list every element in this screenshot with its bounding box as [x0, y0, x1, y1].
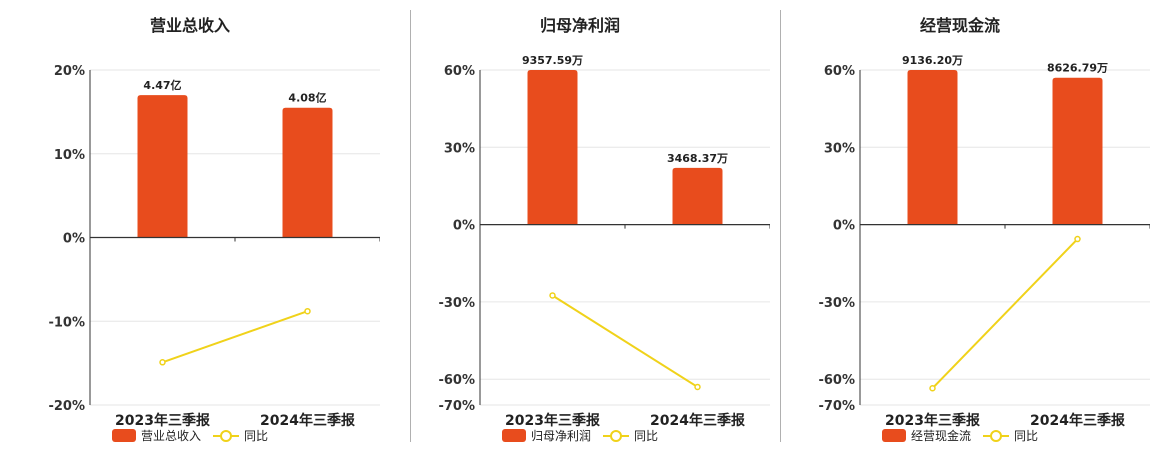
y-tick-label: -70%: [438, 399, 475, 414]
legend-item-bar[interactable]: 归母净利润: [501, 427, 591, 444]
yoy-point: [1074, 235, 1081, 243]
chart-legend: 归母净利润 同比: [390, 427, 770, 444]
legend-line-swatch: [983, 429, 1009, 442]
x-category-label: 2024年三季报: [650, 412, 745, 429]
chart-legend: 营业总收入 同比: [0, 427, 380, 444]
bar: [907, 70, 958, 225]
legend-item-bar[interactable]: 营业总收入: [111, 427, 201, 444]
y-tick-label: -30%: [438, 296, 475, 311]
y-tick-label: 0%: [453, 219, 475, 234]
x-category-label: 2024年三季报: [1030, 412, 1125, 429]
legend-item-line[interactable]: 同比: [983, 427, 1038, 444]
legend-item-line[interactable]: 同比: [603, 427, 658, 444]
legend-bar-label: 归母净利润: [530, 429, 591, 443]
yoy-line: [162, 310, 308, 364]
panel-divider: [410, 10, 411, 442]
legend-line-swatch: [213, 429, 239, 442]
legend-bar-swatch: [501, 429, 526, 442]
yoy-point: [549, 292, 556, 299]
legend-line-label: 同比: [1014, 429, 1039, 443]
bar: [527, 70, 578, 225]
y-tick-label: 20%: [54, 64, 85, 79]
chart-panel-revenue: 营业总收入 20% 10% 0% -10% -20% 4.47亿 4.08亿 2023年三季报…: [0, 0, 380, 450]
legend-item-line[interactable]: 同比: [213, 427, 268, 444]
legend-line-swatch: [603, 429, 629, 442]
y-tick-label: -60%: [818, 373, 855, 388]
bar: [137, 95, 188, 238]
y-tick-label: 60%: [824, 64, 855, 79]
bar-value-label: 8626.79万: [1047, 62, 1108, 75]
chart-canvas: 60% 30% 0% -30% -60% -70% 9357.59万 3468.37万 2023…: [438, 54, 770, 429]
chart-title: 归母净利润: [539, 16, 620, 35]
yoy-point: [159, 359, 166, 366]
bar-value-label: 9136.20万: [902, 54, 963, 67]
legend-line-label: 同比: [634, 429, 659, 443]
chart-canvas: 60% 30% 0% -30% -60% -70% 9136.20万 8626.79万 2023…: [818, 54, 1150, 429]
bar-value-label: 4.47亿: [143, 78, 181, 92]
legend-line-label: 同比: [244, 429, 269, 443]
yoy-line: [931, 238, 1079, 389]
x-category-label: 2023年三季报: [505, 412, 600, 429]
legend-item-bar[interactable]: 经营现金流: [881, 427, 971, 444]
legend-bar-label: 营业总收入: [140, 429, 201, 443]
chart-legend: 经营现金流 同比: [770, 427, 1150, 444]
x-category-label: 2024年三季报: [260, 412, 355, 429]
y-tick-label: 0%: [833, 219, 855, 234]
y-tick-label: 60%: [444, 64, 475, 79]
y-tick-label: -10%: [48, 315, 85, 330]
bar-value-label: 4.08亿: [288, 91, 326, 105]
bar-value-label: 9357.59万: [522, 54, 583, 67]
y-tick-label: -20%: [48, 399, 85, 414]
yoy-point: [304, 307, 311, 315]
legend-bar-swatch: [111, 429, 136, 442]
bar: [282, 107, 333, 238]
y-tick-label: 30%: [824, 141, 855, 156]
y-tick-label: -70%: [818, 399, 855, 414]
yoy-point: [694, 383, 701, 391]
chart-panel-net-profit: 归母净利润 60% 30% 0% -30% -60% -70% 9357.59万 3468.3…: [390, 0, 770, 450]
yoy-line: [551, 294, 699, 388]
chart-title: 经营现金流: [919, 16, 1000, 35]
bar: [1052, 77, 1103, 225]
chart-panel-operating-cash-flow: 经营现金流 60% 30% 0% -30% -60% -70% 9136.20万 8626.7…: [770, 0, 1150, 450]
legend-bar-swatch: [881, 429, 906, 442]
bar: [672, 167, 723, 225]
chart-title: 营业总收入: [149, 16, 230, 35]
y-tick-label: -60%: [438, 373, 475, 388]
y-tick-label: 0%: [63, 232, 85, 247]
chart-canvas: 20% 10% 0% -10% -20% 4.47亿 4.08亿 2023年三季报 2024年三…: [48, 64, 380, 429]
panel-divider: [780, 10, 781, 442]
y-tick-label: 30%: [444, 141, 475, 156]
legend-bar-label: 经营现金流: [910, 429, 971, 443]
y-tick-label: 10%: [54, 148, 85, 163]
yoy-point: [929, 385, 936, 392]
x-category-label: 2023年三季报: [885, 412, 980, 429]
x-category-label: 2023年三季报: [115, 412, 210, 429]
y-tick-label: -30%: [818, 296, 855, 311]
bar-value-label: 3468.37万: [667, 152, 728, 165]
